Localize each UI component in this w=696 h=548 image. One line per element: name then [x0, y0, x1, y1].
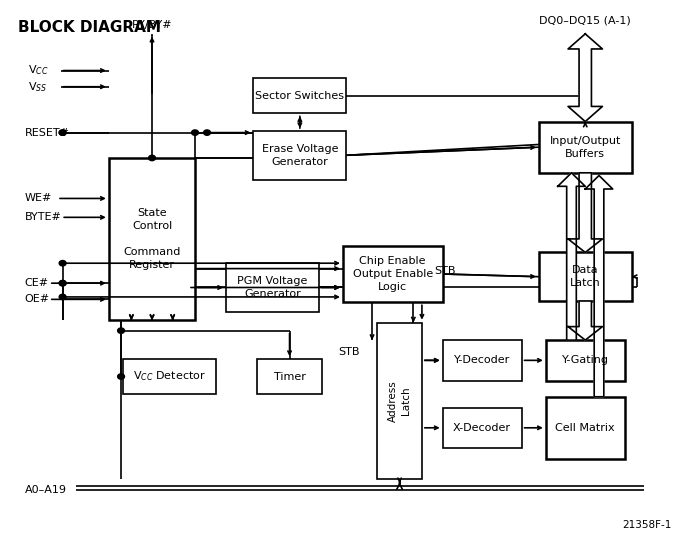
- Text: Timer: Timer: [274, 372, 306, 381]
- Text: DQ0–DQ15 (A-1): DQ0–DQ15 (A-1): [539, 16, 631, 26]
- Text: A0–A19: A0–A19: [25, 485, 67, 495]
- FancyBboxPatch shape: [343, 246, 443, 302]
- Polygon shape: [568, 301, 603, 340]
- Circle shape: [59, 281, 66, 286]
- Text: Chip Enable
Output Enable
Logic: Chip Enable Output Enable Logic: [353, 256, 433, 292]
- Circle shape: [59, 130, 66, 135]
- Text: CE#: CE#: [25, 278, 49, 288]
- Polygon shape: [585, 175, 612, 397]
- Circle shape: [59, 281, 66, 286]
- FancyBboxPatch shape: [226, 263, 319, 312]
- Text: BYTE#: BYTE#: [25, 212, 62, 222]
- Text: RY/BY#: RY/BY#: [132, 20, 173, 30]
- Text: X-Decoder: X-Decoder: [453, 423, 511, 433]
- FancyBboxPatch shape: [443, 340, 521, 380]
- Text: Data
Latch: Data Latch: [570, 265, 601, 288]
- Text: State
Control

Command
Register: State Control Command Register: [123, 208, 181, 270]
- Circle shape: [59, 294, 66, 300]
- Circle shape: [118, 374, 125, 379]
- Circle shape: [191, 130, 198, 135]
- Text: 21358F-1: 21358F-1: [622, 521, 671, 530]
- Text: V$_{CC}$ Detector: V$_{CC}$ Detector: [133, 370, 206, 384]
- Text: Y-Gating: Y-Gating: [562, 355, 609, 366]
- FancyBboxPatch shape: [539, 122, 632, 173]
- FancyBboxPatch shape: [546, 340, 625, 380]
- FancyBboxPatch shape: [122, 359, 216, 394]
- Circle shape: [59, 260, 66, 266]
- FancyBboxPatch shape: [539, 253, 632, 301]
- Text: PGM Voltage
Generator: PGM Voltage Generator: [237, 276, 308, 299]
- FancyBboxPatch shape: [546, 397, 625, 459]
- Polygon shape: [568, 173, 603, 253]
- Text: WE#: WE#: [25, 193, 52, 203]
- Polygon shape: [557, 173, 585, 340]
- FancyBboxPatch shape: [257, 359, 322, 394]
- Text: V$_{SS}$: V$_{SS}$: [29, 80, 47, 94]
- FancyBboxPatch shape: [443, 408, 521, 448]
- Text: Address
Latch: Address Latch: [388, 380, 411, 422]
- Text: BLOCK DIAGRAM: BLOCK DIAGRAM: [18, 20, 161, 36]
- Text: Erase Voltage
Generator: Erase Voltage Generator: [262, 144, 338, 167]
- Text: Cell Matrix: Cell Matrix: [555, 423, 615, 433]
- Text: Input/Output
Buffers: Input/Output Buffers: [550, 135, 621, 159]
- Circle shape: [148, 155, 155, 161]
- Text: STB: STB: [434, 266, 456, 276]
- Text: STB: STB: [338, 347, 360, 357]
- Polygon shape: [568, 34, 603, 122]
- FancyBboxPatch shape: [253, 131, 347, 180]
- Text: RESET#: RESET#: [25, 128, 70, 138]
- Text: Y-Decoder: Y-Decoder: [454, 355, 510, 366]
- Circle shape: [204, 130, 210, 135]
- Circle shape: [59, 130, 66, 135]
- Text: V$_{CC}$: V$_{CC}$: [29, 64, 49, 77]
- Text: OE#: OE#: [25, 294, 50, 304]
- Circle shape: [118, 328, 125, 333]
- FancyBboxPatch shape: [377, 323, 422, 479]
- FancyBboxPatch shape: [109, 158, 195, 320]
- Text: Sector Switches: Sector Switches: [255, 91, 345, 101]
- FancyBboxPatch shape: [253, 78, 347, 113]
